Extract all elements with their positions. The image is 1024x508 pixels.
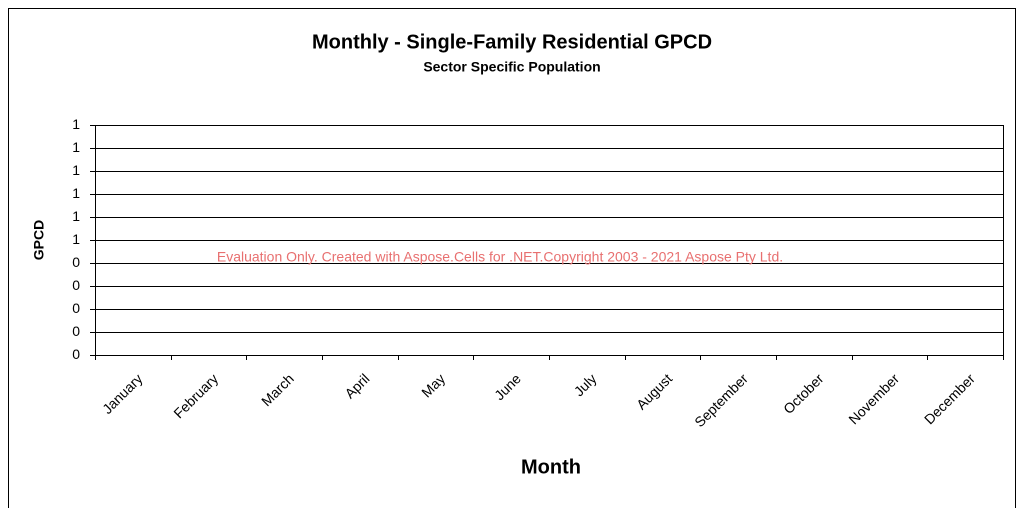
y-tick-label: 1 bbox=[72, 116, 80, 132]
y-tick-label: 1 bbox=[72, 231, 80, 247]
y-tick-label: 0 bbox=[72, 300, 80, 316]
x-axis-label: Month bbox=[521, 456, 581, 478]
y-tick-label: 0 bbox=[72, 277, 80, 293]
y-tick-label: 1 bbox=[72, 208, 80, 224]
y-tick-label: 0 bbox=[72, 254, 80, 270]
y-tick-label: 0 bbox=[72, 323, 80, 339]
chart-border bbox=[8, 8, 1016, 508]
y-tick-label: 0 bbox=[72, 346, 80, 362]
chart-title: Monthly - Single-Family Residential GPCD bbox=[312, 31, 712, 53]
watermark: Evaluation Only. Created with Aspose.Cel… bbox=[217, 249, 783, 265]
y-tick-label: 1 bbox=[72, 185, 80, 201]
y-tick-label: 1 bbox=[72, 162, 80, 178]
y-tick-label: 1 bbox=[72, 139, 80, 155]
chart-subtitle: Sector Specific Population bbox=[423, 59, 600, 75]
y-axis-label: GPCD bbox=[31, 220, 47, 260]
